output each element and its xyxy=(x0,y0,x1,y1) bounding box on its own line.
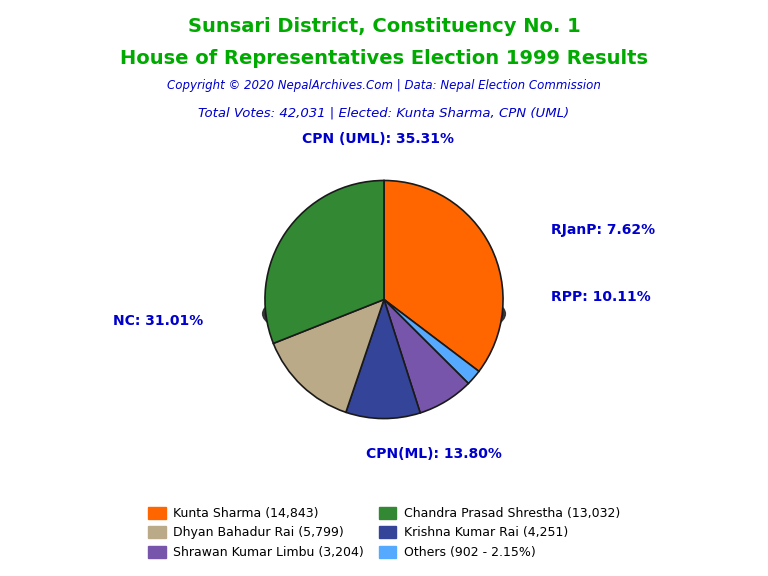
Ellipse shape xyxy=(265,284,503,343)
Wedge shape xyxy=(346,300,420,419)
Wedge shape xyxy=(384,300,468,413)
Text: Copyright © 2020 NepalArchives.Com | Data: Nepal Election Commission: Copyright © 2020 NepalArchives.Com | Dat… xyxy=(167,79,601,93)
Text: RPP: 10.11%: RPP: 10.11% xyxy=(551,290,650,304)
Wedge shape xyxy=(273,300,384,412)
Text: RJanP: 7.62%: RJanP: 7.62% xyxy=(551,223,655,237)
Wedge shape xyxy=(384,300,479,384)
Ellipse shape xyxy=(267,285,501,343)
Wedge shape xyxy=(265,180,384,343)
Wedge shape xyxy=(384,180,503,372)
Ellipse shape xyxy=(263,283,505,344)
Text: Total Votes: 42,031 | Elected: Kunta Sharma, CPN (UML): Total Votes: 42,031 | Elected: Kunta Sha… xyxy=(198,107,570,120)
Text: NC: 31.01%: NC: 31.01% xyxy=(113,314,203,328)
Text: Sunsari District, Constituency No. 1: Sunsari District, Constituency No. 1 xyxy=(187,17,581,36)
Text: CPN (UML): 35.31%: CPN (UML): 35.31% xyxy=(302,132,454,146)
Legend: Kunta Sharma (14,843), Dhyan Bahadur Rai (5,799), Shrawan Kumar Limbu (3,204), C: Kunta Sharma (14,843), Dhyan Bahadur Rai… xyxy=(143,502,625,564)
Text: House of Representatives Election 1999 Results: House of Representatives Election 1999 R… xyxy=(120,49,648,68)
Text: CPN(ML): 13.80%: CPN(ML): 13.80% xyxy=(366,448,502,461)
